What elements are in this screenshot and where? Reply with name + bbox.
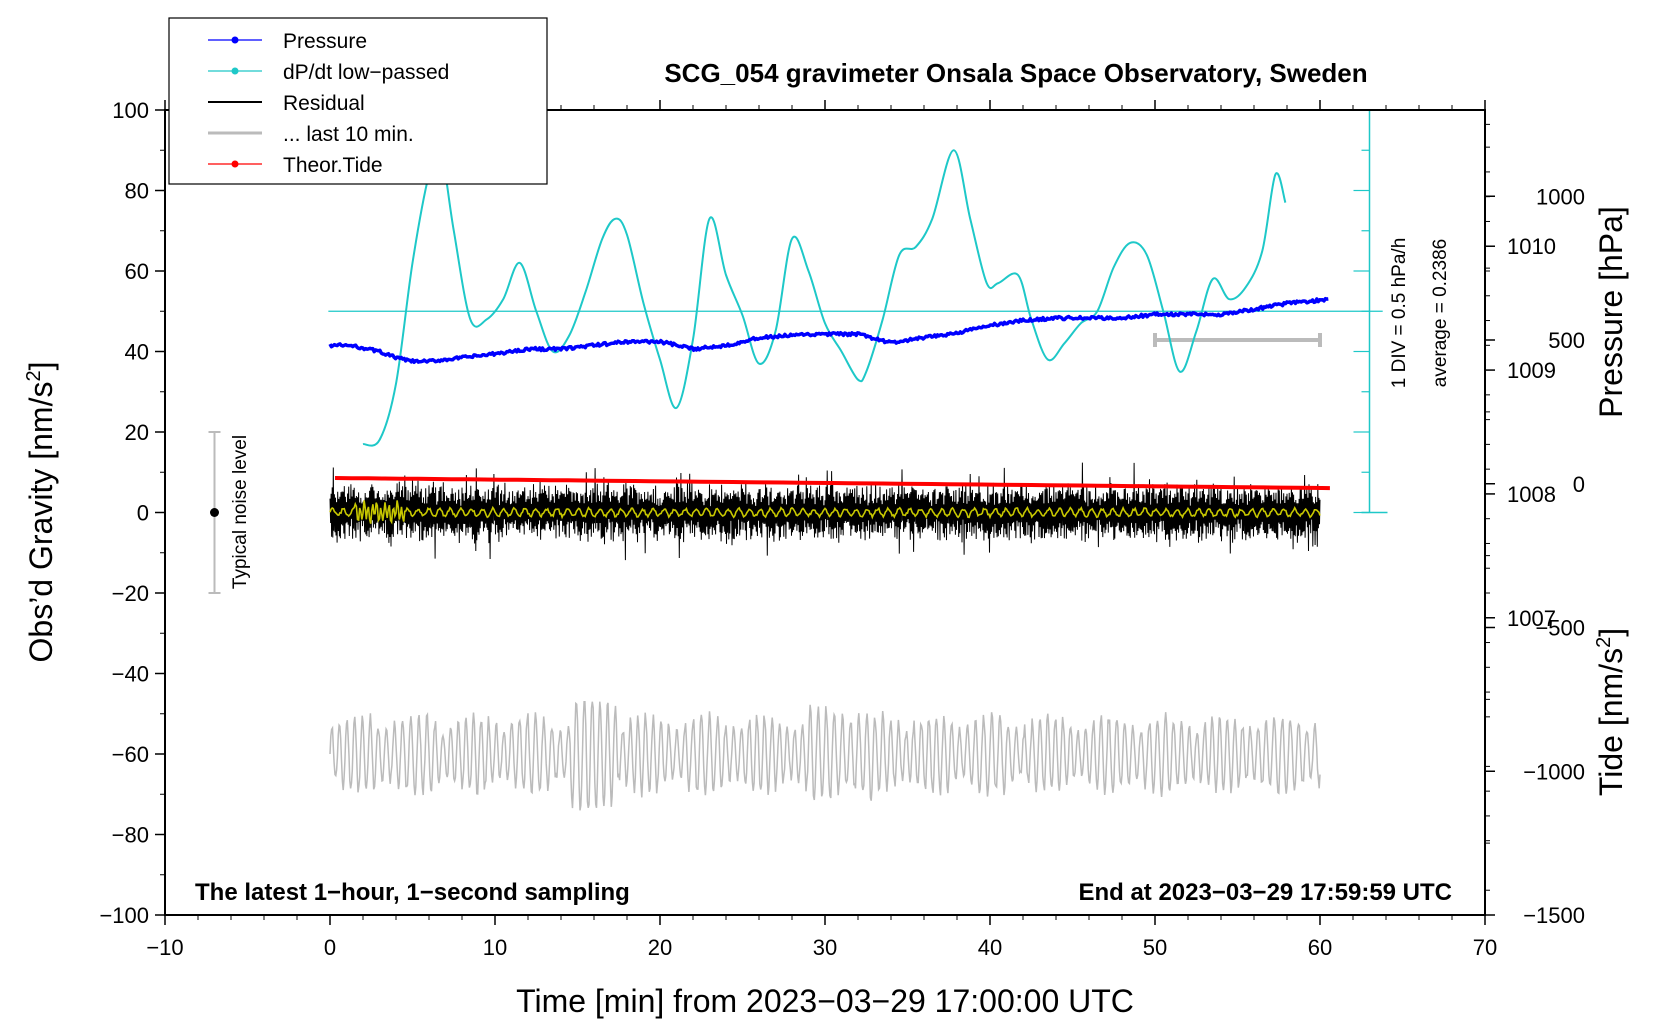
residual-smoothed-line	[329, 500, 1321, 525]
y-axis-title-tide-sup: 2	[1593, 637, 1615, 648]
end-time-note: End at 2023−03−29 17:59:59 UTC	[1078, 879, 1452, 906]
x-tick-label: 70	[1473, 935, 1497, 960]
y-tide-tick-label: 500	[1548, 328, 1585, 353]
y-axis-title-pressure: Pressure [hPa]	[1593, 206, 1629, 418]
y-pressure-tick-label: 1008	[1507, 482, 1556, 507]
y-pressure-tick-label: 1010	[1507, 234, 1556, 259]
dpdt-series-line	[362, 146, 1287, 447]
y-tide-tick-label: 1000	[1536, 184, 1585, 209]
sampling-note: The latest 1−hour, 1−second sampling	[195, 879, 630, 906]
dpdt-scale-label: 1 DIV = 0.5 hPa/h	[1389, 238, 1410, 389]
y-left-tick-label: −40	[112, 662, 149, 687]
legend-marker-dpdt	[231, 67, 239, 75]
legend-label-dpdt: dP/dt low−passed	[283, 61, 449, 84]
chart-title: SCG_054 gravimeter Onsala Space Observat…	[664, 58, 1367, 88]
y-tide-tick-label: 0	[1573, 472, 1585, 497]
legend-marker-pressure	[231, 36, 239, 44]
y-axis-title-left: Obs’d Gravity [nm/s2]	[23, 362, 59, 663]
y-left-tick-label: −80	[112, 823, 149, 848]
x-axis-title: Time [min] from 2023−03−29 17:00:00 UTC	[516, 983, 1134, 1019]
y-axis-title-tide: Tide [nm/s2]	[1593, 628, 1629, 796]
y-left-tick-label: 60	[125, 259, 149, 284]
y-left-tick-label: 0	[137, 501, 149, 526]
y-left-tick-label: −100	[99, 903, 149, 928]
pressure-series-line	[328, 296, 1329, 365]
residual-series-line	[329, 462, 1321, 561]
x-tick-label: 10	[483, 935, 507, 960]
y-tide-tick-label: −1500	[1523, 903, 1585, 928]
noise-level-dot	[210, 508, 219, 517]
tide-series-line	[334, 476, 1330, 491]
legend: Pressure dP/dt low−passed Residual ... l…	[168, 17, 548, 185]
legend-label-residual: Residual	[283, 92, 365, 115]
y-left-tick-label: −60	[112, 742, 149, 767]
y-left-tick-label: 80	[125, 179, 149, 204]
y-left-tick-label: −20	[112, 581, 149, 606]
x-tick-label: 0	[324, 935, 336, 960]
y-left-tick-label: 20	[125, 420, 149, 445]
last10-series-line	[329, 700, 1321, 811]
legend-label-tide: Theor.Tide	[283, 154, 383, 177]
y-axis-title-left-end: ]	[23, 362, 59, 371]
x-tick-label: 30	[813, 935, 837, 960]
x-tick-label: 20	[648, 935, 672, 960]
y-axis-title-tide-text: Tide [nm/s	[1593, 648, 1629, 796]
axes-layer: −10 0 10 20 30 40 50 60 70100806040200−20−40−60−…	[99, 98, 1585, 960]
y-left-tick-label: 40	[125, 340, 149, 365]
legend-label-last10: ... last 10 min.	[283, 123, 414, 146]
y-axis-title-left-text: Obs’d Gravity [nm/s	[23, 382, 59, 663]
y-axis-title-tide-end: ]	[1593, 628, 1629, 637]
legend-marker-tide	[231, 160, 239, 168]
y-pressure-tick-label: 1009	[1507, 358, 1556, 383]
y-left-tick-label: 100	[112, 98, 149, 123]
dpdt-average-label: average = 0.2386	[1430, 239, 1451, 387]
x-tick-label: −10	[146, 935, 183, 960]
y-tide-tick-label: −500	[1535, 616, 1585, 641]
noise-level-label: Typical noise level	[230, 435, 251, 589]
data-layer	[208, 109, 1388, 811]
y-axis-title-left-sup: 2	[23, 370, 45, 381]
x-tick-label: 50	[1143, 935, 1167, 960]
legend-label-pressure: Pressure	[283, 30, 367, 53]
y-tide-tick-label: −1000	[1523, 759, 1585, 784]
x-tick-label: 60	[1308, 935, 1332, 960]
x-tick-label: 40	[978, 935, 1002, 960]
y-pressure-tick-label: 1007	[1507, 606, 1556, 631]
